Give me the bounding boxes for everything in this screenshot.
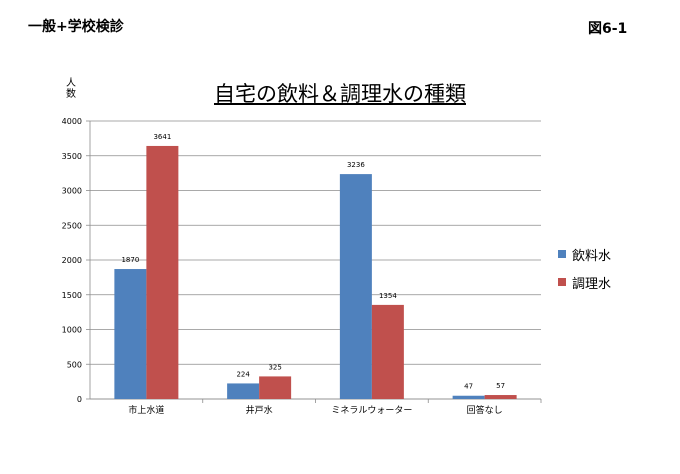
chart-title: 自宅の飲料＆調理水の種類: [214, 82, 466, 106]
bar-series1: [227, 383, 260, 399]
y-tick-label: 2500: [62, 221, 82, 230]
y-tick-label: 1500: [62, 291, 82, 300]
bar-series2: [259, 376, 292, 399]
y-tick-label: 3500: [62, 152, 82, 161]
legend-item-series2: 調理水: [558, 268, 611, 296]
x-tick-label: 市上水道: [128, 404, 164, 416]
y-tick-label: 2000: [62, 256, 82, 265]
y-tick-label: 500: [67, 360, 82, 369]
data-label: 1870: [121, 256, 139, 264]
data-label: 57: [496, 382, 505, 390]
y-tick-label: 1000: [62, 326, 82, 335]
data-label: 3641: [153, 133, 171, 141]
x-tick-label: ミネラルウォーター: [331, 405, 412, 416]
legend-item-series1: 飲料水: [558, 240, 611, 268]
bar-series2: [371, 304, 404, 399]
data-label: 224: [236, 370, 250, 378]
y-axis-label: 人数: [66, 78, 76, 100]
data-label: 47: [464, 383, 473, 391]
y-tick-label: 4000: [62, 117, 82, 126]
legend-label-series1: 飲料水: [572, 248, 612, 264]
figure-number: 図6-1: [588, 21, 628, 37]
header-label: 一般+学校検診: [28, 19, 124, 35]
y-tick-label: 3000: [62, 187, 82, 196]
data-label: 325: [268, 363, 281, 371]
data-label: 1354: [379, 292, 397, 300]
x-tick-label: 回答なし: [467, 404, 503, 416]
bar-series1: [452, 395, 485, 399]
x-tick-label: 井戸水: [246, 404, 273, 416]
legend: 飲料水 調理水: [558, 240, 611, 296]
bar-series1: [114, 269, 147, 399]
legend-swatch-series2: [558, 278, 566, 286]
y-tick-label: 0: [77, 395, 82, 404]
bar-series2: [484, 395, 517, 399]
data-label: 3236: [347, 161, 365, 169]
bar-series2: [146, 145, 179, 399]
bar-series1: [339, 174, 372, 399]
legend-label-series2: 調理水: [572, 276, 612, 292]
legend-swatch-series1: [558, 250, 566, 258]
